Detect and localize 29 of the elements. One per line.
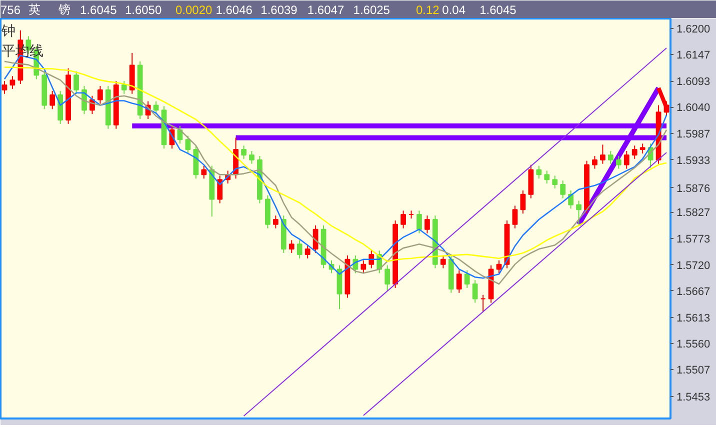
text: 镑 bbox=[58, 2, 71, 16]
y-tick-label: 1.5827 bbox=[676, 207, 710, 220]
y-tick-label: 1.6200 bbox=[676, 23, 710, 36]
y-tick-label: 1.6147 bbox=[676, 49, 710, 62]
text: 英 bbox=[28, 2, 41, 16]
y-tick-label: 1.5876 bbox=[676, 182, 710, 195]
y-tick-label: 1.5507 bbox=[676, 364, 710, 377]
y-tick-label: 1.5667 bbox=[676, 286, 710, 298]
y-tick-label: 1.5613 bbox=[676, 312, 710, 325]
y-tick-label: 1.5560 bbox=[676, 338, 710, 351]
text: 1.6045 bbox=[80, 3, 118, 17]
y-tick-label: 1.5453 bbox=[676, 391, 710, 404]
text: 1.6046 bbox=[216, 3, 253, 17]
text: 0.04 bbox=[442, 3, 466, 17]
annotation: 钟 bbox=[0, 22, 16, 38]
y-tick-label: 1.6040 bbox=[676, 102, 710, 114]
text: 1.6025 bbox=[353, 3, 390, 17]
text: 1.6039 bbox=[260, 3, 298, 17]
text: 1.6045 bbox=[480, 3, 517, 17]
text: 1.6050 bbox=[124, 3, 162, 17]
y-tick-label: 1.5933 bbox=[676, 154, 710, 167]
y-tick-label: 1.5720 bbox=[676, 260, 710, 272]
text: 1.6047 bbox=[307, 3, 344, 17]
y-tick-label: 1.5773 bbox=[676, 234, 710, 246]
text: 0.12 bbox=[416, 3, 440, 17]
text: 756 bbox=[0, 3, 21, 17]
y-tick-label: 1.5987 bbox=[676, 128, 710, 140]
y-tick-label: 1.6093 bbox=[676, 76, 710, 88]
text: 0.0020 bbox=[175, 3, 213, 17]
